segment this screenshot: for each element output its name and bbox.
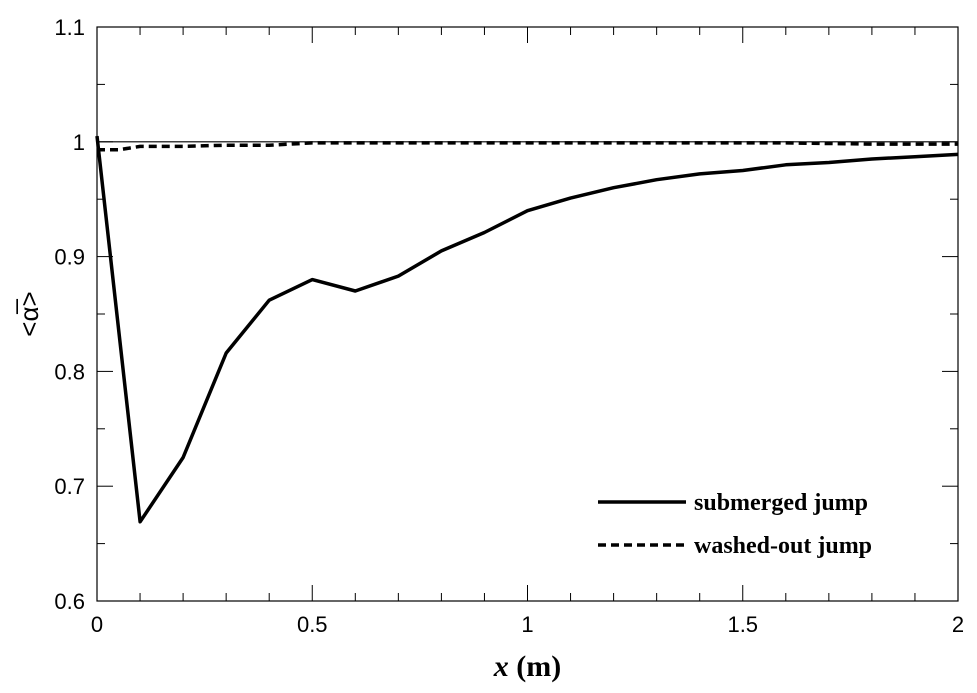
y-tick-label: 0.8 bbox=[54, 359, 85, 384]
y-tick-label: 1.1 bbox=[54, 15, 85, 40]
x-tick-label: 0 bbox=[91, 612, 103, 637]
legend: submerged jump washed-out jump bbox=[598, 490, 872, 559]
x-axis-unit: (m) bbox=[509, 650, 561, 683]
x-tick-label: 2 bbox=[952, 612, 964, 637]
y-tick-label: 1 bbox=[73, 130, 85, 155]
x-tick-label: 0.5 bbox=[297, 612, 328, 637]
y-tick-label: 0.6 bbox=[54, 589, 85, 614]
y-tick-label: 0.7 bbox=[54, 474, 85, 499]
x-tick-label: 1.5 bbox=[727, 612, 758, 637]
tick-labels: 0 0.5 1 1.5 2 0.6 0.7 0.8 0.9 1 1.1 bbox=[54, 15, 964, 637]
legend-label-1: submerged jump bbox=[694, 490, 868, 516]
plot-frame bbox=[96, 26, 959, 602]
x-tick-label: 1 bbox=[521, 612, 533, 637]
y-tick-label: 0.9 bbox=[54, 245, 85, 270]
series-layer bbox=[95, 135, 959, 524]
series-line-2 bbox=[97, 141, 958, 152]
x-axis-variable: x bbox=[493, 650, 509, 683]
legend-label-2: washed-out jump bbox=[694, 533, 872, 559]
series-line-1 bbox=[95, 135, 959, 524]
y-axis-title: <α̅> bbox=[14, 291, 44, 336]
x-axis-title: x (m) bbox=[493, 650, 561, 683]
